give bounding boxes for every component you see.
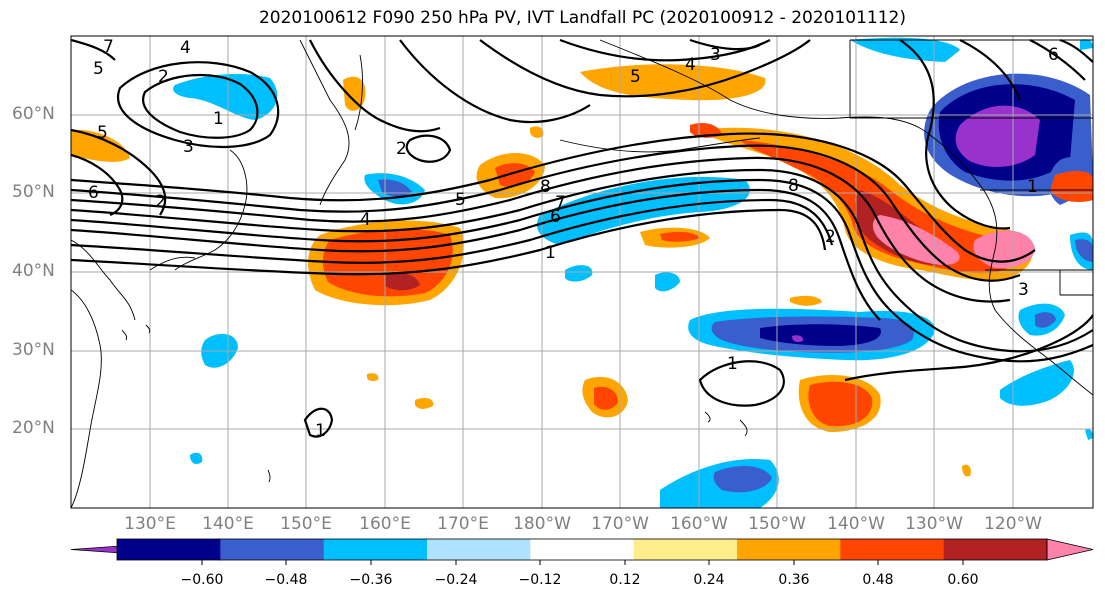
colorbar-tick-label: −0.12 [518, 572, 562, 588]
contour-label: 2 [396, 139, 407, 159]
lon-label-180W: 180°W [513, 514, 571, 534]
contour-label: 7 [555, 193, 566, 213]
contour-label: 4 [180, 38, 191, 58]
colorbar-segment [427, 539, 531, 560]
contour-label: 2 [155, 192, 166, 212]
colorbar-segment [633, 539, 738, 560]
contour-label: 5 [97, 123, 108, 143]
contour-label: 3 [183, 137, 194, 157]
contour-label: 1 [727, 354, 738, 374]
lon-label-120W: 120°W [984, 514, 1042, 534]
colorbar-segment [530, 539, 635, 560]
colorbar-tick-label: 0.48 [862, 572, 894, 588]
contour-label: 3 [1018, 280, 1029, 300]
contour-label: 4 [685, 55, 696, 75]
contour-label: 1 [315, 421, 326, 441]
lon-label-170E: 170°E [437, 514, 489, 534]
contour-label: 4 [360, 210, 371, 230]
contour-label: 1 [213, 109, 224, 129]
contour-label: 6 [550, 207, 561, 227]
lon-label-140E: 140°E [202, 514, 254, 534]
lat-label-40: 40°N [12, 261, 55, 281]
lon-label-160W: 160°W [670, 514, 728, 534]
colorbar-segments [70, 538, 1094, 561]
colorbar-tick-label: 0.12 [609, 572, 641, 588]
map-title: 2020100612 F090 250 hPa PV, IVT Landfall… [258, 8, 906, 28]
colorbar-outline [116, 538, 1048, 561]
pv-ivt-map: 1 2 3 5 6 2 5 4 5 8 7 6 1 3 4 5 8 2 1 1 … [70, 35, 1094, 509]
lat-label-60: 60°N [12, 104, 55, 124]
contour-label: 2 [158, 67, 169, 87]
colorbar-segment [323, 539, 428, 560]
coastlines [71, 39, 1093, 508]
colorbar-segment [840, 539, 945, 560]
lon-label-160E: 160°E [359, 514, 411, 534]
lon-label-150W: 150°W [748, 514, 806, 534]
lon-label-130E: 130°E [124, 514, 176, 534]
contour-label: 1 [545, 243, 556, 263]
colorbar-ticks [201, 560, 964, 565]
contour-label: 5 [93, 59, 104, 79]
colorbar-tick-label: −0.48 [264, 572, 308, 588]
colorbar-segment [737, 539, 841, 560]
lon-label-130W: 130°W [905, 514, 963, 534]
contour-label: 3 [710, 45, 721, 65]
lat-label-20: 20°N [12, 418, 55, 438]
contour-label: 1 [1027, 177, 1038, 197]
lat-label-30: 30°N [12, 340, 55, 360]
colorbar-segment [220, 539, 325, 560]
colorbar-tick-label: −0.36 [349, 572, 393, 588]
filled-anomalies [71, 37, 1093, 508]
colorbar-tick-label: 0.24 [693, 572, 725, 588]
lon-label-140W: 140°W [827, 514, 885, 534]
contour-label: 5 [455, 190, 466, 210]
contour-labels: 1 2 3 5 6 2 5 4 5 8 7 6 1 3 4 5 8 2 1 1 … [88, 37, 1059, 441]
contour-label: 8 [788, 176, 799, 196]
lon-label-170W: 170°W [591, 514, 649, 534]
colorbar-tick-label: −0.24 [434, 572, 478, 588]
lon-label-150E: 150°E [280, 514, 332, 534]
contour-label: 7 [103, 37, 114, 57]
pv-contours [71, 38, 1093, 438]
lat-label-50: 50°N [12, 182, 55, 202]
contour-label: 2 [825, 227, 836, 247]
colorbar-extend-high [1046, 538, 1094, 561]
colorbar-tick-label: 0.60 [947, 572, 979, 588]
contour-label: 6 [88, 183, 99, 203]
colorbar-tick-label: −0.60 [180, 572, 224, 588]
colorbar-segment [943, 539, 1048, 560]
colorbar-segment [117, 539, 221, 560]
contour-label: 6 [1048, 45, 1059, 65]
colorbar [70, 538, 1094, 565]
colorbar-tick-label: 0.36 [778, 572, 810, 588]
contour-label: 5 [630, 67, 641, 87]
contour-label: 8 [540, 177, 551, 197]
